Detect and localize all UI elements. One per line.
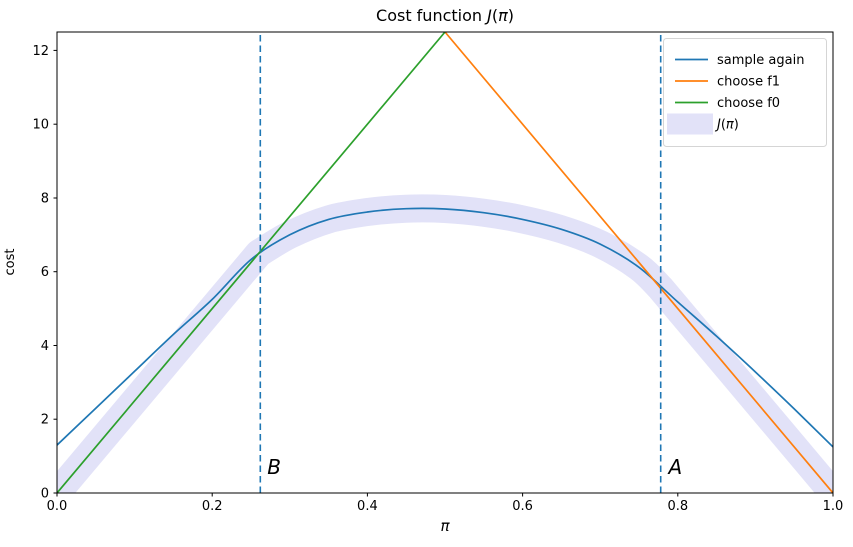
y-axis-label: cost (3, 249, 18, 276)
x-axis-label: π (440, 517, 450, 535)
y-tick-label: 2 (41, 413, 49, 428)
legend-entry-choose-f0: choose f0 (675, 96, 780, 111)
legend-entry-sample-again: sample again (675, 53, 804, 68)
x-tick-label: 0.6 (512, 499, 533, 514)
series-sample-again (57, 207, 833, 448)
legend-entry-choose-f1: choose f1 (675, 75, 780, 90)
x-tick-label: 0.0 (47, 499, 68, 514)
x-tick-label: 1.0 (823, 499, 844, 514)
axes-spines (56, 31, 834, 494)
y-tick-label: 4 (41, 339, 49, 354)
legend: sample again choose f1 choose f0 J(π) (663, 38, 827, 147)
y-tick-label: 12 (32, 44, 49, 59)
y-tick-label: 8 (41, 192, 49, 207)
y-tick-label: 10 (32, 118, 49, 133)
y-tick-label: 0 (41, 487, 49, 502)
legend-entry-J-π-: J(π) (667, 113, 739, 135)
y-axis: 0 2 4 6 8 10 12 (32, 44, 57, 502)
y-tick-label: 6 (41, 265, 49, 280)
series-choose-f1 (444, 32, 833, 493)
x-tick-label: 0.2 (202, 499, 223, 514)
chart-title: Cost function J(π) (376, 6, 514, 25)
legend-patch-swatch (667, 113, 713, 135)
plot-area (57, 32, 833, 493)
annotation-B: B (267, 455, 281, 479)
x-tick-label: 0.8 (667, 499, 688, 514)
legend-label: choose f0 (717, 96, 780, 111)
series-choose-f0 (57, 32, 446, 493)
x-axis: 0.0 0.2 0.4 0.6 0.8 1.0 (47, 493, 844, 514)
legend-label: J(π) (714, 118, 739, 133)
annotation-A: A (667, 455, 683, 479)
x-tick-label: 0.4 (357, 499, 378, 514)
legend-label: sample again (717, 53, 804, 68)
legend-label: choose f1 (717, 75, 780, 90)
